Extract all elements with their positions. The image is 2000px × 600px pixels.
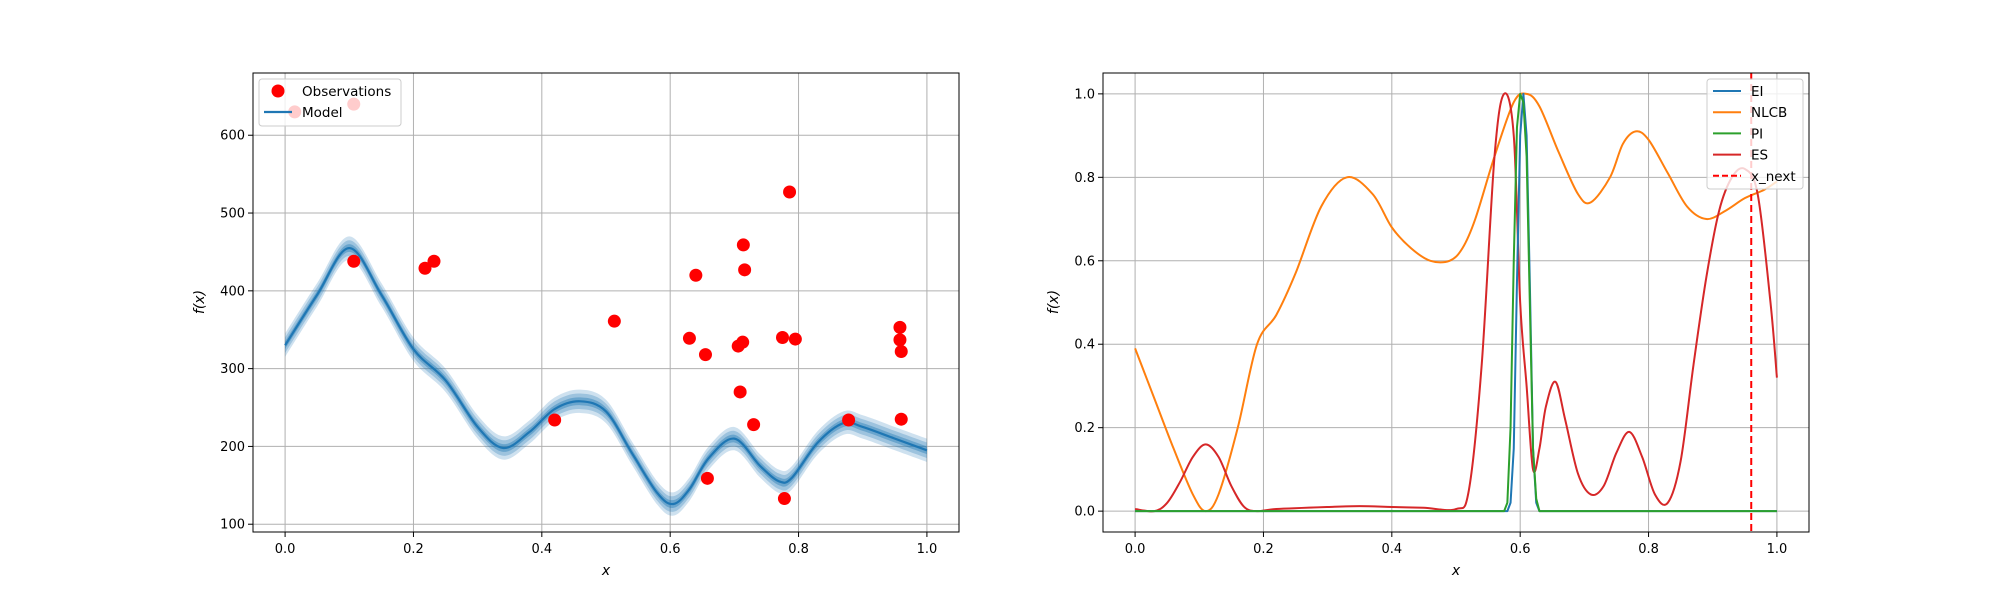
left-x-ticks: 0.0 0.2 0.4 0.6 0.8 1.0 <box>275 532 938 557</box>
model-line-group <box>284 246 928 506</box>
observation-point <box>698 348 712 362</box>
legend-label-pi: PI <box>1751 126 1763 142</box>
y-tick-label: 400 <box>220 284 245 299</box>
observation-point <box>777 492 791 506</box>
legend-box <box>258 78 402 127</box>
observation-point <box>548 413 562 427</box>
y-tick-label: 200 <box>220 440 245 455</box>
y-tick-label: 100 <box>220 518 245 533</box>
right-plot-area <box>1103 73 1809 532</box>
left-grid <box>253 73 959 532</box>
observation-point <box>842 413 856 427</box>
left-x-axis-label: x <box>601 563 611 579</box>
x-tick-label: 0.0 <box>1125 542 1146 557</box>
x-tick-label: 0.6 <box>1510 542 1531 557</box>
acquisition-series <box>1134 92 1778 513</box>
observation-point <box>738 263 752 277</box>
observation-point <box>736 335 750 349</box>
observation-point <box>700 471 714 485</box>
observation-point <box>894 345 908 359</box>
x-tick-label: 1.0 <box>1767 542 1788 557</box>
x-tick-label: 0.0 <box>275 542 296 557</box>
chart-acquisition-functions: 0.0 0.2 0.4 0.6 0.8 1.0 0.00.20.40.60.81.0 x … <box>1046 72 1810 579</box>
right-x-axis-label: x <box>1451 563 1461 579</box>
observation-point <box>733 385 747 399</box>
observation-point <box>747 418 761 432</box>
series-line-ei <box>1135 92 1777 513</box>
x-tick-label: 1.0 <box>917 542 938 557</box>
right-y-axis-label: f(x) <box>1046 290 1062 314</box>
series-line-nlcb <box>1134 92 1778 513</box>
x-tick-label: 0.8 <box>1638 542 1659 557</box>
left-y-axis-label-text: f(x) <box>192 290 208 314</box>
series-line-pi <box>1135 92 1777 513</box>
x-tick-label: 0.6 <box>660 542 681 557</box>
observation-point <box>347 254 361 268</box>
y-tick-label: 500 <box>220 207 245 222</box>
right-legend: EI NLCB PI ES x_next <box>1706 78 1804 190</box>
left-y-axis-label: f(x) <box>192 290 208 314</box>
right-y-ticks: 0.0 0.2 0.4 0.6 0.8 1.0 <box>1074 87 1103 520</box>
left-plot-area <box>253 73 959 532</box>
right-axes-frame <box>1102 72 1810 533</box>
left-legend: Observations Model <box>258 78 402 127</box>
y-tick-label: 0.6 <box>1074 254 1095 269</box>
observation-point <box>607 314 621 328</box>
observation-point <box>783 185 797 199</box>
observation-point <box>427 254 441 268</box>
right-y-axis-label-text: f(x) <box>1046 290 1062 314</box>
x-tick-label: 0.8 <box>788 542 809 557</box>
right-x-ticks: 0.0 0.2 0.4 0.6 0.8 1.0 <box>1125 532 1788 557</box>
legend-label-es: ES <box>1751 148 1768 164</box>
y-tick-label: 300 <box>220 362 245 377</box>
observation-point <box>689 268 703 282</box>
observation-point <box>682 331 696 345</box>
left-y-ticks: 100 200 300 400 500 600 <box>220 129 253 533</box>
legend-box <box>1706 78 1804 190</box>
observation-point <box>788 332 802 346</box>
y-tick-label: 0.0 <box>1074 505 1095 520</box>
observation-point <box>893 333 907 347</box>
observation-point <box>894 412 908 426</box>
legend-label-nlcb: NLCB <box>1751 105 1787 121</box>
observation-point <box>776 331 789 345</box>
y-tick-label: 0.8 <box>1074 171 1095 186</box>
observation-point <box>893 320 907 334</box>
x-tick-label: 0.2 <box>1253 542 1274 557</box>
legend-marker-observations <box>271 84 285 98</box>
legend-label-x-next: x_next <box>1751 169 1796 185</box>
legend-label-observations: Observations <box>302 84 391 100</box>
left-axes-frame <box>252 72 960 533</box>
x-tick-label: 0.2 <box>403 542 424 557</box>
y-tick-label: 0.2 <box>1074 421 1095 436</box>
series-line-es <box>1134 92 1778 513</box>
y-tick-label: 0.4 <box>1074 338 1095 353</box>
y-tick-label: 1.0 <box>1074 87 1095 102</box>
legend-label-model: Model <box>302 105 343 121</box>
legend-label-ei: EI <box>1751 84 1764 100</box>
observation-point <box>736 238 750 252</box>
x-tick-label: 0.4 <box>531 542 552 557</box>
model-line <box>284 246 928 506</box>
y-tick-label: 600 <box>220 129 245 144</box>
observation-point <box>418 261 432 275</box>
x-tick-label: 0.4 <box>1381 542 1402 557</box>
